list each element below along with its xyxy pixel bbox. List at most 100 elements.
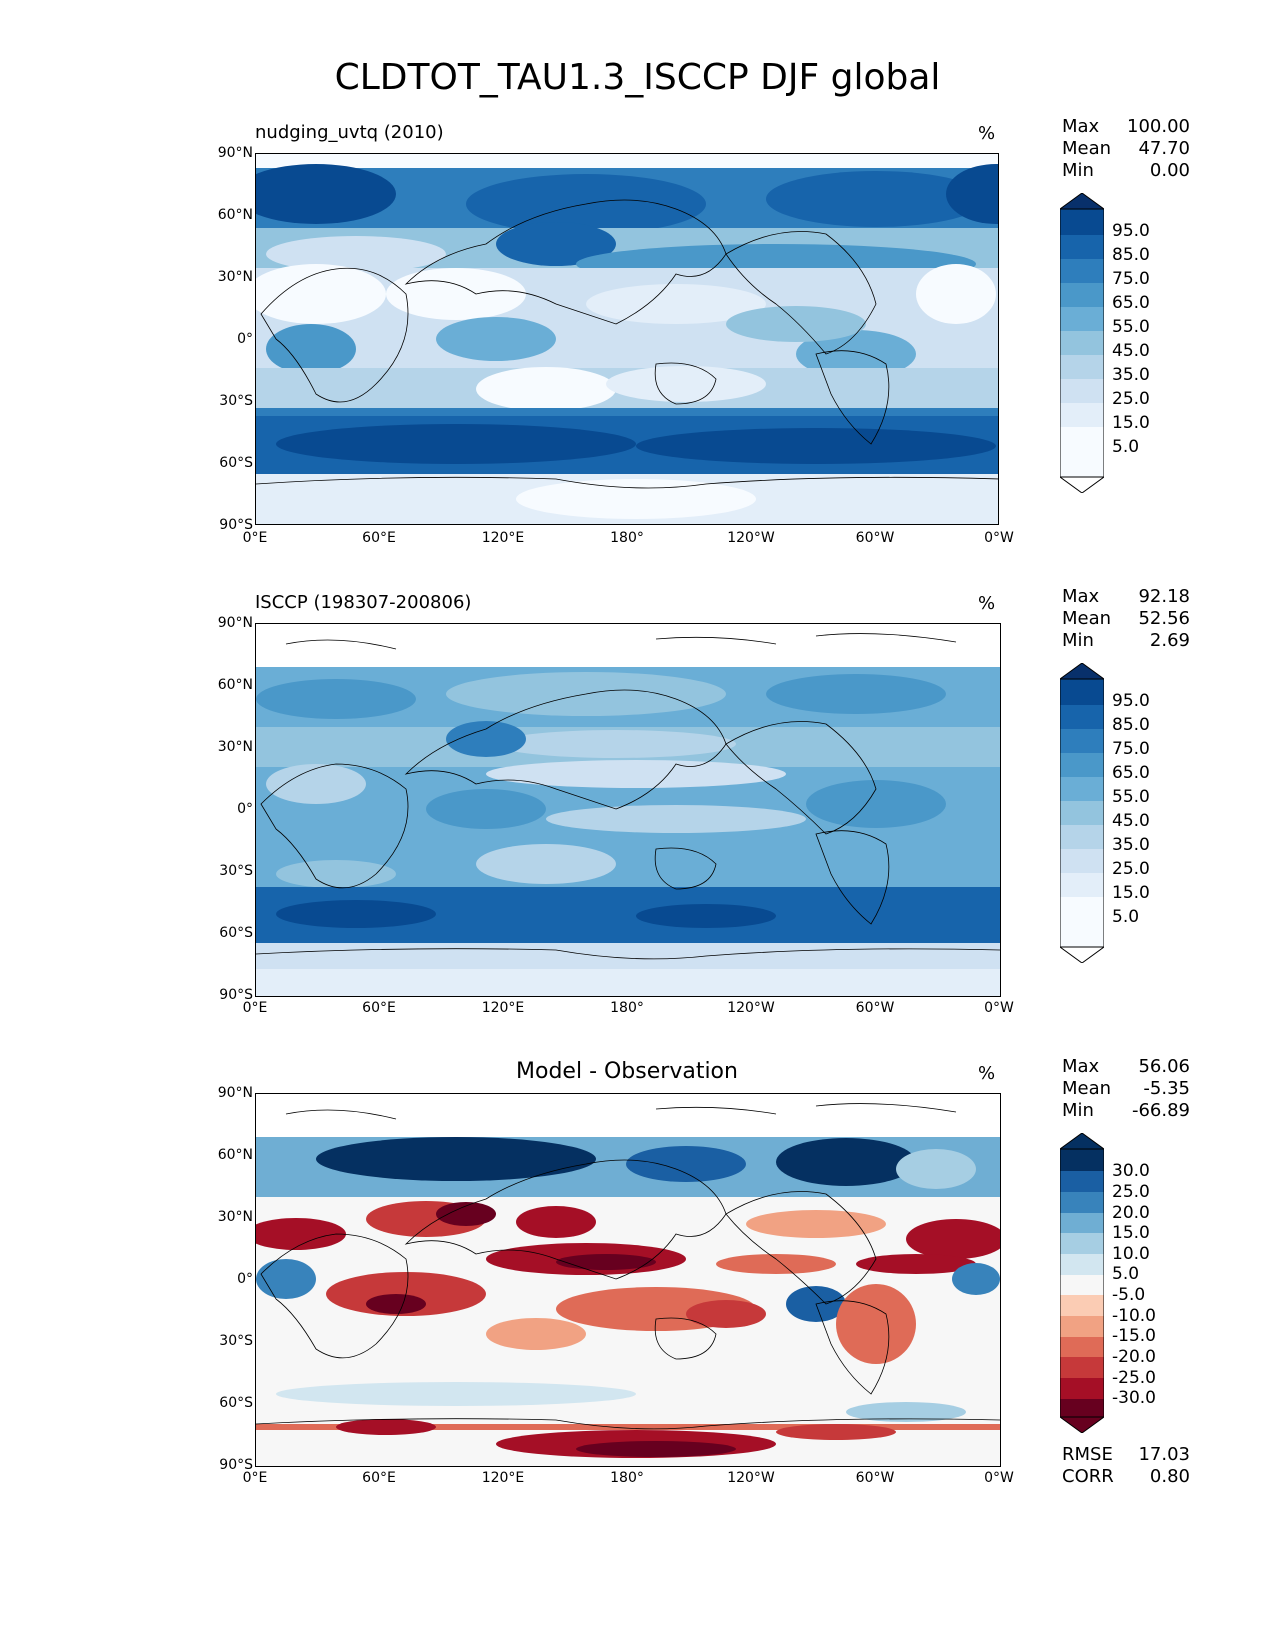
y-tick-label: 90°S: [219, 987, 253, 1003]
colorbar-label: 75.0: [1112, 269, 1150, 289]
stat-label: Max: [1062, 1056, 1100, 1077]
stat-value: -5.35: [1143, 1078, 1190, 1099]
stat-value: 2.69: [1149, 630, 1190, 651]
x-tick-label: 60°W: [855, 530, 895, 546]
panel-title: nudging_uvtq (2010): [255, 122, 444, 143]
x-tick-label: 180°: [610, 1000, 644, 1016]
colorbar-label: 85.0: [1112, 245, 1150, 265]
map-difference: [255, 1093, 1001, 1467]
panel-title: Model - Observation: [516, 1059, 738, 1084]
stat-label: Max: [1062, 116, 1100, 137]
x-tick-label: 180°: [610, 1470, 644, 1486]
colorbar-label: 65.0: [1112, 763, 1150, 783]
y-tick-label: 30°S: [219, 863, 253, 879]
stats-box: Max 92.18 Mean 52.56 Min 2.69: [1062, 586, 1190, 652]
stats-box: Max 100.00 Mean 47.70 Min 0.00: [1062, 116, 1190, 182]
stat-label: Min: [1062, 160, 1094, 181]
colorbar-label: 15.0: [1112, 413, 1150, 433]
stat-label: Mean: [1062, 138, 1112, 159]
stat-label: Mean: [1062, 1078, 1112, 1099]
colorbar-label: 25.0: [1112, 389, 1150, 409]
x-tick-label: 120°W: [727, 530, 775, 546]
x-tick-label: 120°E: [481, 1000, 525, 1016]
panel-title: ISCCP (198307-200806): [255, 592, 472, 613]
x-tick-label: 60°E: [362, 530, 396, 546]
colorbar-label: -25.0: [1112, 1368, 1156, 1388]
colorbar-label: -30.0: [1112, 1388, 1156, 1408]
y-tick-label: 90°N: [217, 615, 253, 631]
stat-label: Max: [1062, 586, 1100, 607]
y-tick-label: 60°S: [219, 925, 253, 941]
metric-label: CORR: [1062, 1466, 1114, 1487]
error-metrics: RMSE 17.03 CORR 0.80: [1062, 1444, 1190, 1488]
x-tick-label: 120°E: [481, 1470, 525, 1486]
stat-value: 52.56: [1138, 608, 1190, 629]
colorbar-label: 10.0: [1112, 1244, 1150, 1264]
colorbar-label: 5.0: [1112, 1264, 1140, 1284]
colorbar-label: -20.0: [1112, 1347, 1156, 1367]
colorbar-label: 5.0: [1112, 907, 1140, 927]
colorbar-label: 55.0: [1112, 317, 1150, 337]
metric-value: 17.03: [1138, 1444, 1190, 1465]
x-tick-label: 0°E: [242, 1470, 268, 1486]
colorbar-label: 85.0: [1112, 715, 1150, 735]
x-tick-label: 60°E: [362, 1470, 396, 1486]
unit-label: %: [978, 1063, 996, 1084]
colorbar-label: -10.0: [1112, 1306, 1156, 1326]
stat-value: 47.70: [1138, 138, 1190, 159]
colorbar-label: 25.0: [1112, 859, 1150, 879]
colorbar-label: 35.0: [1112, 365, 1150, 385]
colorbar-label: 30.0: [1112, 1161, 1150, 1181]
colorbar-label: -15.0: [1112, 1326, 1156, 1346]
x-tick-label: 180°: [610, 530, 644, 546]
colorbar-label: 95.0: [1112, 221, 1150, 241]
colorbar-label: 45.0: [1112, 341, 1150, 361]
x-tick-label: 60°W: [855, 1000, 895, 1016]
unit-label: %: [978, 123, 996, 144]
unit-label: %: [978, 593, 996, 614]
stat-value: 56.06: [1138, 1056, 1190, 1077]
x-tick-label: 0°E: [242, 530, 268, 546]
x-tick-label: 60°E: [362, 1000, 396, 1016]
x-tick-label: 0°W: [984, 1000, 1014, 1016]
y-tick-label: 30°S: [219, 393, 253, 409]
x-tick-label: 0°E: [242, 1000, 268, 1016]
colorbar-swatches: [1058, 662, 1106, 964]
colorbar-label: 95.0: [1112, 691, 1150, 711]
figure-title: CLDTOT_TAU1.3_ISCCP DJF global: [334, 57, 941, 98]
x-tick-label: 0°W: [984, 530, 1014, 546]
y-tick-label: 60°N: [217, 677, 253, 693]
y-tick-label: 30°N: [217, 269, 253, 285]
colorbar-label: 55.0: [1112, 787, 1150, 807]
stat-value: 100.00: [1127, 116, 1190, 137]
colorbar-label: 15.0: [1112, 1223, 1150, 1243]
y-tick-label: 0°: [237, 331, 253, 347]
y-tick-label: 30°S: [219, 1333, 253, 1349]
x-tick-label: 120°W: [727, 1000, 775, 1016]
colorbar-label: 65.0: [1112, 293, 1150, 313]
colorbar: 95.0 85.0 75.0 65.0 55.0 45.0 35.0 25.0 …: [1058, 192, 1150, 497]
y-tick-label: 60°S: [219, 455, 253, 471]
y-tick-label: 90°N: [217, 145, 253, 161]
stat-value: 92.18: [1138, 586, 1190, 607]
stats-box: Max 56.06 Mean -5.35 Min -66.89: [1062, 1056, 1190, 1122]
x-tick-label: 120°E: [481, 530, 525, 546]
x-tick-label: 60°W: [855, 1470, 895, 1486]
metric-label: RMSE: [1062, 1444, 1113, 1465]
stat-value: 0.00: [1149, 160, 1190, 181]
y-tick-label: 90°N: [217, 1085, 253, 1101]
stat-label: Min: [1062, 630, 1094, 651]
stat-value: -66.89: [1131, 1100, 1190, 1121]
x-tick-label: 0°W: [984, 1470, 1014, 1486]
map-observation: [255, 623, 1001, 997]
stat-label: Mean: [1062, 608, 1112, 629]
colorbar: 30.0 25.0 20.0 15.0 10.0 5.0 -5.0 -10.0 …: [1058, 1132, 1156, 1437]
y-tick-label: 60°N: [217, 1147, 253, 1163]
colorbar-label: 75.0: [1112, 739, 1150, 759]
y-tick-label: 30°N: [217, 739, 253, 755]
colorbar-swatches: [1058, 192, 1106, 494]
y-tick-label: 90°S: [219, 517, 253, 533]
y-tick-label: 60°S: [219, 1395, 253, 1411]
colorbar-label: -5.0: [1112, 1285, 1146, 1305]
map-model: [255, 153, 999, 525]
